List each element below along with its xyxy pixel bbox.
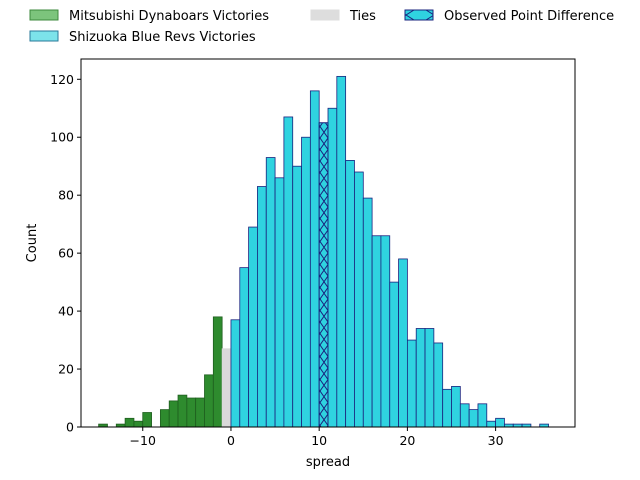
histogram-bar: [239, 267, 250, 428]
legend-label: Mitsubishi Dynaboars Victories: [69, 9, 269, 24]
histogram-bar: [495, 417, 505, 428]
histogram-bars: [98, 75, 549, 428]
legend-swatch: [29, 30, 59, 42]
x-tick-label: 30: [488, 433, 504, 448]
histogram-bar: [142, 412, 152, 428]
histogram-bar: [124, 417, 135, 428]
histogram-bar: [406, 339, 417, 428]
legend: Mitsubishi Dynaboars Victories Shizuoka B…: [29, 9, 614, 45]
histogram-bar: [327, 107, 338, 428]
histogram-bar: [398, 258, 408, 428]
histogram-bar: [186, 397, 197, 428]
x-tick-label: 20: [399, 433, 415, 448]
legend-item: Observed Point Difference: [404, 9, 614, 24]
x-tick-label: 10: [311, 433, 327, 448]
y-tick-label: 20: [58, 362, 74, 377]
y-tick-label: 60: [58, 246, 74, 261]
histogram-bar: [424, 328, 435, 428]
histogram-bar: [292, 165, 302, 428]
histogram-bar: [477, 403, 488, 428]
legend-label: Shizuoka Blue Revs Victories: [69, 30, 256, 45]
legend-label: Ties: [349, 9, 376, 24]
histogram-bar: [486, 420, 497, 428]
legend-label: Observed Point Difference: [444, 9, 614, 24]
histogram-bar: [133, 420, 144, 428]
histogram-bar: [265, 157, 276, 428]
legend-item: Mitsubishi Dynaboars Victories: [29, 9, 269, 24]
legend-swatch: [29, 9, 59, 21]
y-tick-label: 80: [58, 188, 74, 203]
y-tick-label: 40: [58, 304, 74, 319]
plot-frame: [80, 58, 576, 428]
y-axis: 0 20 40 60 80 100 120: [50, 72, 81, 435]
legend-swatch: [310, 9, 340, 21]
observed-point-difference-bar: [318, 122, 329, 428]
histogram-bar: [257, 186, 267, 428]
y-tick-label: 0: [66, 420, 74, 435]
histogram-bar: [212, 316, 223, 428]
y-tick-label: 100: [50, 130, 74, 145]
x-tick-label: −10: [130, 433, 156, 448]
x-axis-label: spread: [306, 455, 350, 470]
histogram-bar: [354, 171, 364, 428]
histogram-bar: [301, 136, 311, 428]
histogram-bar: [248, 226, 258, 428]
y-tick-label: 120: [50, 72, 74, 87]
histogram-bar: [459, 403, 470, 428]
histogram-bar: [336, 75, 347, 428]
histogram-bar: [371, 235, 382, 428]
histogram-bar: [204, 374, 214, 428]
y-axis-label: Count: [25, 224, 40, 263]
histogram-bar: [362, 197, 373, 428]
histogram-bar: [177, 394, 188, 428]
histogram-bar: [345, 160, 355, 428]
x-axis: −10 0 10 20 30: [130, 427, 504, 448]
histogram-bar: [380, 235, 391, 428]
legend-item: Shizuoka Blue Revs Victories: [29, 30, 256, 45]
histogram-bar: [468, 409, 479, 428]
histogram-bar: [433, 342, 444, 428]
histogram-bar: [283, 116, 294, 428]
histogram-bar: [168, 400, 179, 428]
histogram-bar: [230, 319, 241, 428]
histogram-bar: [195, 397, 205, 428]
legend-swatch-hatch: [405, 10, 433, 20]
histogram-bar: [159, 409, 170, 428]
x-tick-label: 0: [227, 433, 235, 448]
histogram-bar: [309, 90, 320, 428]
histogram-bar: [415, 328, 426, 428]
legend-item: Ties: [310, 9, 376, 24]
histogram-bar: [221, 348, 232, 428]
histogram-bar: [389, 281, 399, 428]
histogram-bar: [442, 388, 452, 428]
histogram-bar: [274, 177, 285, 428]
histogram-bar: [451, 386, 461, 428]
